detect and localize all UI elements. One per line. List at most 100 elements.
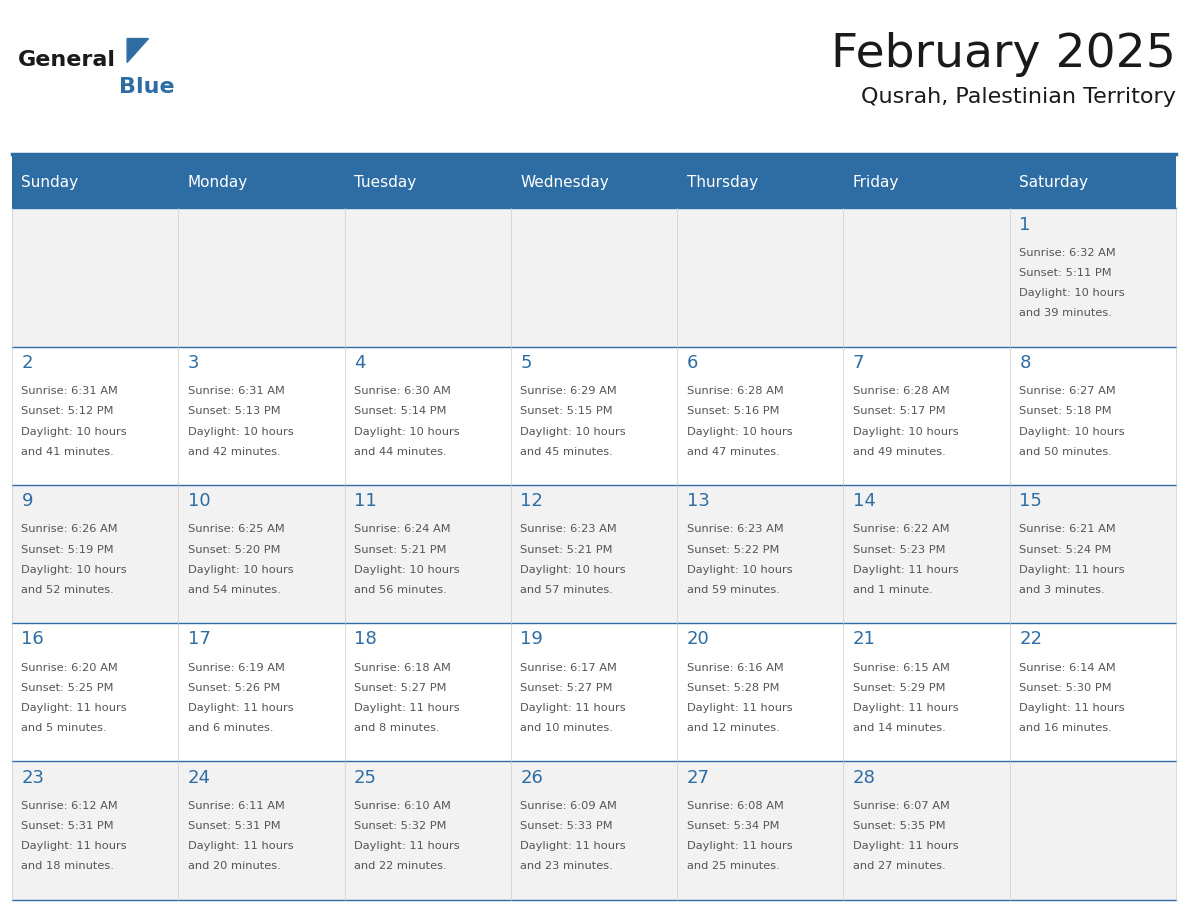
Text: 24: 24 [188, 768, 210, 787]
Text: Sunset: 5:13 PM: Sunset: 5:13 PM [188, 407, 280, 416]
Text: 23: 23 [21, 768, 44, 787]
Text: Sunrise: 6:21 AM: Sunrise: 6:21 AM [1019, 524, 1116, 534]
Text: Sunset: 5:35 PM: Sunset: 5:35 PM [853, 821, 946, 831]
Text: Sunset: 5:27 PM: Sunset: 5:27 PM [354, 683, 447, 693]
Text: 15: 15 [1019, 492, 1042, 510]
Text: Sunrise: 6:31 AM: Sunrise: 6:31 AM [188, 386, 285, 396]
Text: Sunset: 5:17 PM: Sunset: 5:17 PM [853, 407, 946, 416]
Text: 21: 21 [853, 631, 876, 648]
Bar [178, 623, 345, 761]
Text: and 54 minutes.: and 54 minutes. [188, 585, 280, 595]
Text: Monday: Monday [188, 174, 248, 190]
Text: and 22 minutes.: and 22 minutes. [354, 861, 447, 871]
Text: and 6 minutes.: and 6 minutes. [188, 723, 273, 733]
Text: Daylight: 10 hours: Daylight: 10 hours [188, 427, 293, 436]
Text: Daylight: 10 hours: Daylight: 10 hours [21, 565, 127, 575]
Bar [843, 208, 1010, 347]
Bar [178, 208, 345, 347]
Text: 2: 2 [21, 354, 33, 372]
Bar [677, 208, 843, 347]
Bar [12, 347, 178, 485]
Text: Daylight: 11 hours: Daylight: 11 hours [520, 703, 626, 713]
Text: Sunset: 5:15 PM: Sunset: 5:15 PM [520, 407, 613, 416]
Text: 28: 28 [853, 768, 876, 787]
Bar [345, 623, 511, 761]
Text: 7: 7 [853, 354, 865, 372]
Text: Sunset: 5:31 PM: Sunset: 5:31 PM [21, 821, 114, 831]
Text: Daylight: 10 hours: Daylight: 10 hours [687, 427, 792, 436]
Text: 4: 4 [354, 354, 366, 372]
Text: Daylight: 11 hours: Daylight: 11 hours [853, 703, 959, 713]
Text: Blue: Blue [119, 77, 175, 97]
Text: Sunset: 5:19 PM: Sunset: 5:19 PM [21, 544, 114, 554]
Text: Sunset: 5:34 PM: Sunset: 5:34 PM [687, 821, 779, 831]
Text: 5: 5 [520, 354, 532, 372]
Bar [345, 156, 511, 208]
Text: Sunrise: 6:18 AM: Sunrise: 6:18 AM [354, 663, 451, 673]
Text: 17: 17 [188, 631, 210, 648]
Text: and 47 minutes.: and 47 minutes. [687, 447, 779, 456]
Bar [843, 761, 1010, 900]
Text: and 23 minutes.: and 23 minutes. [520, 861, 613, 871]
Bar [677, 761, 843, 900]
Text: and 52 minutes.: and 52 minutes. [21, 585, 114, 595]
Text: and 12 minutes.: and 12 minutes. [687, 723, 779, 733]
Text: General: General [18, 50, 115, 71]
Text: Sunset: 5:20 PM: Sunset: 5:20 PM [188, 544, 280, 554]
Text: and 18 minutes.: and 18 minutes. [21, 861, 114, 871]
Text: Daylight: 11 hours: Daylight: 11 hours [354, 703, 460, 713]
Text: and 16 minutes.: and 16 minutes. [1019, 723, 1112, 733]
Text: and 57 minutes.: and 57 minutes. [520, 585, 613, 595]
Bar [12, 761, 178, 900]
Text: Sunset: 5:28 PM: Sunset: 5:28 PM [687, 683, 779, 693]
Text: 6: 6 [687, 354, 699, 372]
Text: Sunset: 5:29 PM: Sunset: 5:29 PM [853, 683, 946, 693]
Text: and 20 minutes.: and 20 minutes. [188, 861, 280, 871]
Text: Sunrise: 6:31 AM: Sunrise: 6:31 AM [21, 386, 119, 396]
Bar [511, 208, 677, 347]
Text: Sunrise: 6:24 AM: Sunrise: 6:24 AM [354, 524, 450, 534]
Text: Daylight: 10 hours: Daylight: 10 hours [21, 427, 127, 436]
Text: and 27 minutes.: and 27 minutes. [853, 861, 946, 871]
Text: Thursday: Thursday [687, 174, 758, 190]
Text: Sunrise: 6:20 AM: Sunrise: 6:20 AM [21, 663, 118, 673]
Text: Wednesday: Wednesday [520, 174, 609, 190]
Text: Sunset: 5:11 PM: Sunset: 5:11 PM [1019, 268, 1112, 278]
Text: Daylight: 11 hours: Daylight: 11 hours [21, 841, 127, 851]
Text: 19: 19 [520, 631, 543, 648]
Text: Sunday: Sunday [21, 174, 78, 190]
Bar [843, 485, 1010, 623]
Text: Sunrise: 6:19 AM: Sunrise: 6:19 AM [188, 663, 285, 673]
Text: Daylight: 10 hours: Daylight: 10 hours [1019, 427, 1125, 436]
Text: and 44 minutes.: and 44 minutes. [354, 447, 447, 456]
Text: 8: 8 [1019, 354, 1031, 372]
Text: 3: 3 [188, 354, 200, 372]
Text: and 8 minutes.: and 8 minutes. [354, 723, 440, 733]
Text: and 56 minutes.: and 56 minutes. [354, 585, 447, 595]
Text: Sunrise: 6:17 AM: Sunrise: 6:17 AM [520, 663, 618, 673]
Text: Daylight: 11 hours: Daylight: 11 hours [354, 841, 460, 851]
Bar [511, 623, 677, 761]
Text: and 41 minutes.: and 41 minutes. [21, 447, 114, 456]
Text: and 3 minutes.: and 3 minutes. [1019, 585, 1105, 595]
Text: Sunrise: 6:10 AM: Sunrise: 6:10 AM [354, 800, 451, 811]
Text: Sunset: 5:33 PM: Sunset: 5:33 PM [520, 821, 613, 831]
Text: 18: 18 [354, 631, 377, 648]
Text: Sunrise: 6:30 AM: Sunrise: 6:30 AM [354, 386, 451, 396]
Text: Daylight: 10 hours: Daylight: 10 hours [354, 565, 460, 575]
Text: Daylight: 11 hours: Daylight: 11 hours [1019, 703, 1125, 713]
Text: Daylight: 10 hours: Daylight: 10 hours [1019, 288, 1125, 298]
Text: Sunrise: 6:26 AM: Sunrise: 6:26 AM [21, 524, 118, 534]
Text: Sunset: 5:25 PM: Sunset: 5:25 PM [21, 683, 114, 693]
Text: 10: 10 [188, 492, 210, 510]
Bar [12, 208, 178, 347]
Text: Sunset: 5:27 PM: Sunset: 5:27 PM [520, 683, 613, 693]
Text: Daylight: 11 hours: Daylight: 11 hours [687, 703, 792, 713]
Text: Sunrise: 6:27 AM: Sunrise: 6:27 AM [1019, 386, 1116, 396]
Text: and 39 minutes.: and 39 minutes. [1019, 308, 1112, 319]
Text: Sunrise: 6:14 AM: Sunrise: 6:14 AM [1019, 663, 1116, 673]
Bar [677, 623, 843, 761]
Text: and 1 minute.: and 1 minute. [853, 585, 933, 595]
Bar [677, 156, 843, 208]
Bar [1010, 347, 1176, 485]
